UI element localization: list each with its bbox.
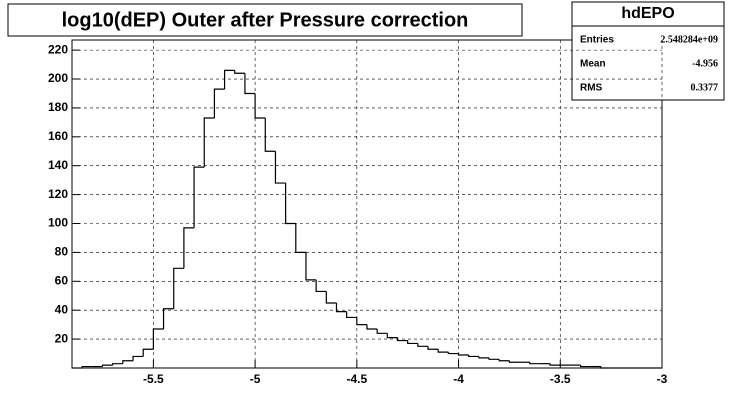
bar <box>376 328 388 334</box>
bar <box>315 279 327 293</box>
y-tick-label: 180 <box>48 100 68 114</box>
bar <box>335 302 347 313</box>
bar <box>244 73 256 95</box>
bar <box>173 267 184 309</box>
bar <box>488 357 500 360</box>
bar <box>427 346 439 350</box>
bar <box>325 291 337 304</box>
bar <box>203 117 215 168</box>
bar <box>213 88 225 119</box>
bar <box>386 333 398 339</box>
bar <box>417 343 429 347</box>
bar <box>600 366 612 369</box>
bar <box>305 252 317 281</box>
bar <box>580 365 591 368</box>
bar <box>437 349 449 353</box>
bar <box>81 365 93 368</box>
bar <box>234 70 245 74</box>
stats-value: -4.956 <box>692 58 718 69</box>
bar <box>274 151 286 184</box>
bar <box>264 118 276 152</box>
bar <box>122 360 134 364</box>
bar <box>468 354 479 358</box>
y-tick-label: 40 <box>55 302 69 316</box>
y-tick-label: 100 <box>48 216 68 230</box>
bar <box>254 93 266 119</box>
bar <box>407 340 418 345</box>
stats-label: RMS <box>580 83 603 94</box>
bar <box>132 355 144 361</box>
stats-value: 0.3377 <box>691 82 719 93</box>
stats-label: Entries <box>580 35 614 46</box>
x-tick-label: -5 <box>250 372 261 386</box>
bar <box>396 337 408 342</box>
title-box <box>7 3 523 37</box>
y-tick-label: 120 <box>48 187 68 201</box>
y-tick-label: 20 <box>55 331 69 345</box>
bar <box>549 363 561 366</box>
x-tick-label: -3.5 <box>550 372 571 386</box>
y-tick-label: 140 <box>48 158 68 172</box>
stats-value: 2.548284e+09 <box>660 34 718 45</box>
bar <box>529 362 540 365</box>
x-tick-label: -3 <box>657 372 668 386</box>
bar <box>112 363 123 366</box>
bar <box>193 166 205 228</box>
x-tick-label: -4 <box>453 372 464 386</box>
x-tick-label: -5.5 <box>143 372 164 386</box>
bar <box>478 356 490 359</box>
bar <box>183 227 195 269</box>
bar <box>285 183 296 225</box>
bar <box>295 223 306 254</box>
bar <box>142 348 154 357</box>
bar <box>447 352 459 355</box>
bar <box>508 360 520 363</box>
bar <box>356 317 367 326</box>
bar <box>152 328 164 350</box>
bar <box>457 353 469 356</box>
chart-title: log10(dEP) Outer after Pressure correcti… <box>62 9 469 31</box>
stats-title: hdEPO <box>621 5 674 22</box>
y-tick-label: 160 <box>48 129 68 143</box>
y-tick-label: 80 <box>55 245 69 259</box>
y-tick-label: 220 <box>48 42 68 56</box>
bar <box>223 69 235 90</box>
bar <box>366 324 378 330</box>
y-tick-label: 60 <box>55 273 69 287</box>
bar <box>346 311 357 319</box>
plot-frame <box>71 39 663 369</box>
bar <box>101 364 113 367</box>
stats-box <box>571 1 725 101</box>
x-tick-label: -4.5 <box>346 372 367 386</box>
y-tick-label: 200 <box>48 71 68 85</box>
stats-label: Mean <box>580 59 606 70</box>
bar <box>498 359 510 362</box>
bar <box>162 308 174 329</box>
